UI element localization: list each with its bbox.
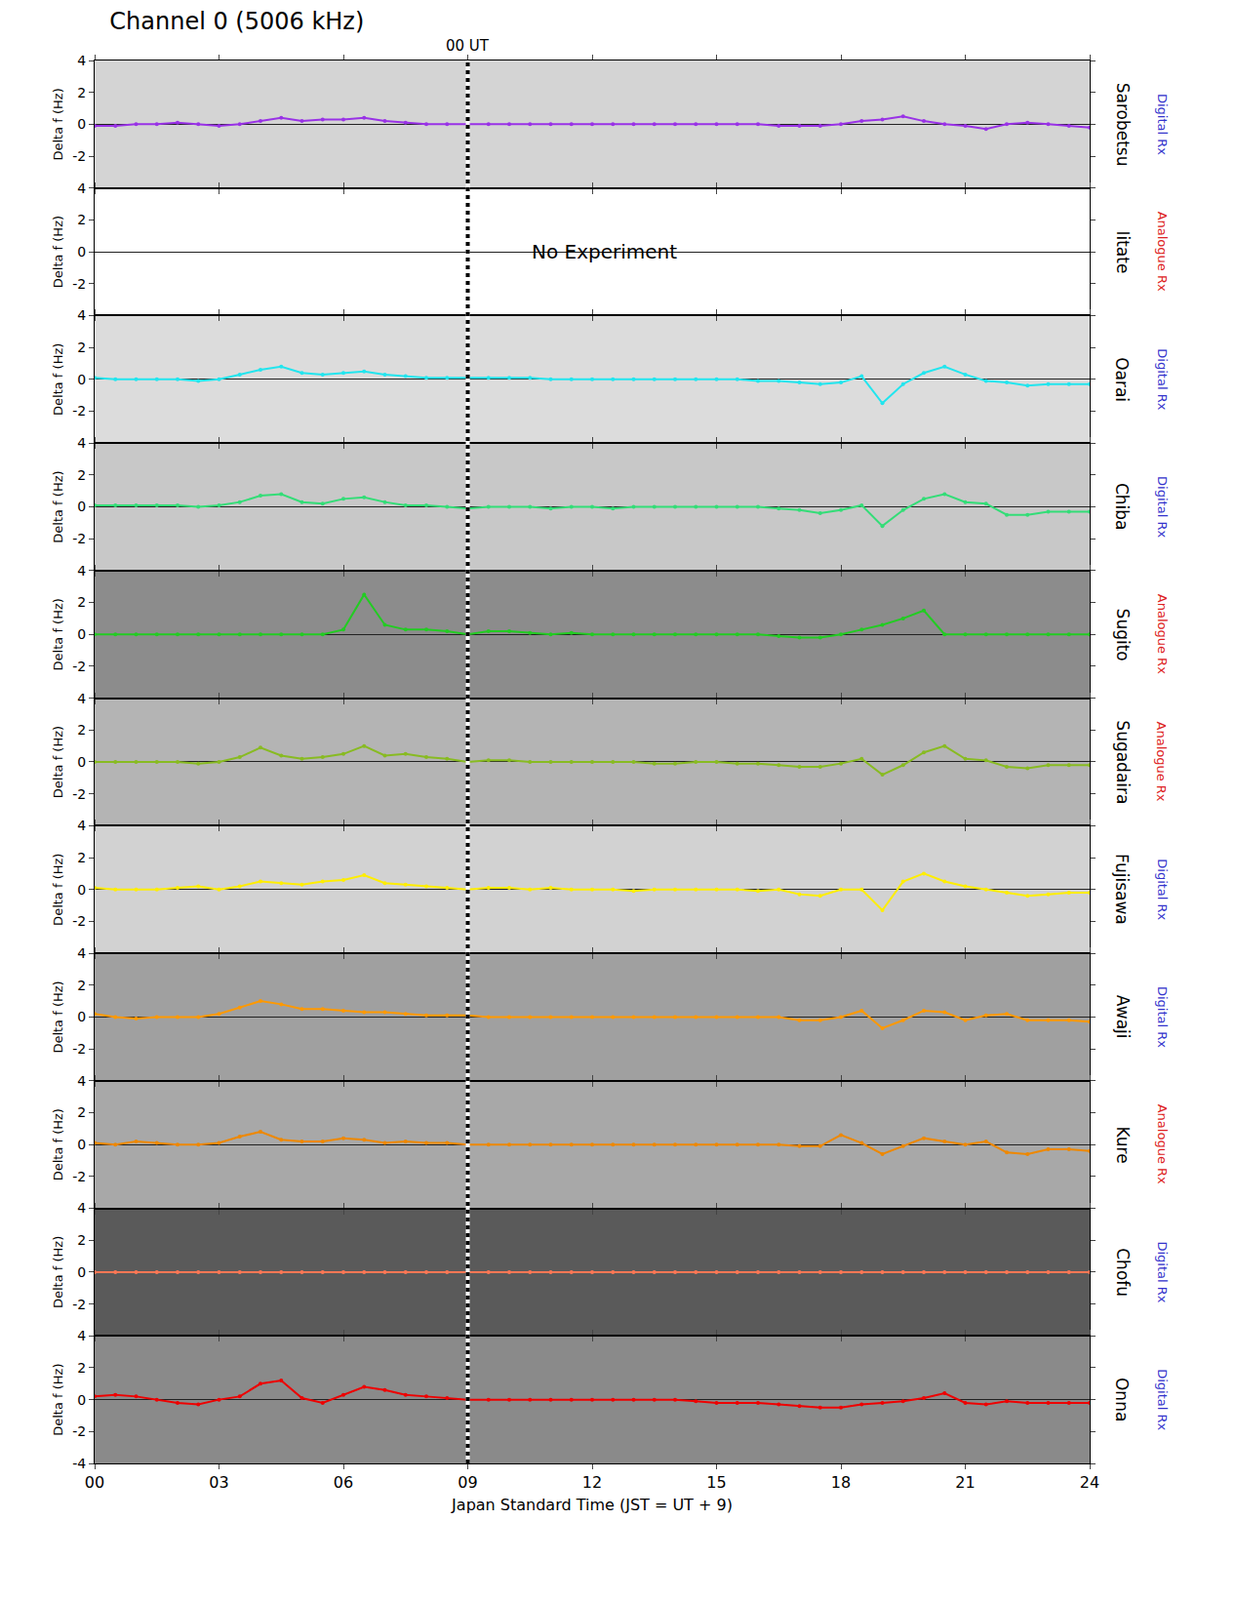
svg-text:Delta f (Hz): Delta f (Hz) <box>50 725 66 798</box>
svg-text:Onna: Onna <box>1112 1377 1132 1422</box>
svg-text:Analogue Rx: Analogue Rx <box>1155 1104 1170 1185</box>
svg-text:No Experiment: No Experiment <box>531 239 678 264</box>
svg-text:Delta f (Hz): Delta f (Hz) <box>50 1362 66 1436</box>
svg-text:03: 03 <box>208 1473 229 1492</box>
svg-text:Analogue Rx: Analogue Rx <box>1155 211 1170 292</box>
svg-text:0: 0 <box>77 1008 86 1025</box>
svg-text:Delta f (Hz): Delta f (Hz) <box>50 853 66 926</box>
svg-text:Oarai: Oarai <box>1112 357 1132 402</box>
svg-text:2: 2 <box>77 849 86 866</box>
svg-text:Delta f (Hz): Delta f (Hz) <box>50 1236 66 1309</box>
svg-text:0: 0 <box>77 1136 86 1153</box>
svg-text:4: 4 <box>77 52 86 69</box>
svg-text:2: 2 <box>77 977 86 994</box>
svg-text:0: 0 <box>77 881 86 898</box>
svg-text:Digital Rx: Digital Rx <box>1155 858 1170 920</box>
svg-text:Japan Standard Time (JST = UT: Japan Standard Time (JST = UT + 9) <box>450 1495 733 1515</box>
svg-text:Digital Rx: Digital Rx <box>1155 476 1170 538</box>
svg-text:-2: -2 <box>72 1295 86 1312</box>
svg-text:0: 0 <box>77 626 86 642</box>
svg-text:Digital Rx: Digital Rx <box>1155 348 1170 410</box>
svg-text:4: 4 <box>77 1327 86 1344</box>
svg-text:2: 2 <box>77 594 86 610</box>
svg-text:Kure: Kure <box>1113 1126 1133 1164</box>
svg-text:4: 4 <box>77 690 86 707</box>
svg-text:Delta f (Hz): Delta f (Hz) <box>50 1108 66 1181</box>
svg-text:Digital Rx: Digital Rx <box>1155 1240 1170 1303</box>
svg-text:Sugadaira: Sugadaira <box>1113 719 1133 804</box>
svg-text:00 UT: 00 UT <box>445 37 490 55</box>
svg-text:Analogue Rx: Analogue Rx <box>1154 721 1169 802</box>
svg-text:24: 24 <box>1079 1473 1100 1492</box>
svg-text:Delta f (Hz): Delta f (Hz) <box>50 343 66 416</box>
svg-text:2: 2 <box>77 1104 86 1120</box>
svg-text:0: 0 <box>77 1392 86 1408</box>
svg-text:0: 0 <box>77 754 86 770</box>
svg-text:Chiba: Chiba <box>1112 482 1132 531</box>
svg-text:12: 12 <box>582 1473 602 1492</box>
svg-text:4: 4 <box>77 562 86 579</box>
svg-text:4: 4 <box>77 1073 86 1089</box>
svg-text:09: 09 <box>457 1473 478 1492</box>
svg-text:-2: -2 <box>72 786 86 802</box>
svg-text:Sugito: Sugito <box>1113 608 1133 662</box>
svg-text:Digital Rx: Digital Rx <box>1155 1368 1170 1431</box>
svg-text:Channel 0 (5006 kHz): Channel 0 (5006 kHz) <box>109 7 364 36</box>
svg-text:Awaji: Awaji <box>1113 995 1133 1039</box>
svg-text:4: 4 <box>77 945 86 961</box>
svg-text:2: 2 <box>77 211 86 228</box>
svg-text:00: 00 <box>84 1473 105 1492</box>
svg-text:Sarobetsu: Sarobetsu <box>1113 82 1133 167</box>
svg-text:Delta f (Hz): Delta f (Hz) <box>50 598 66 671</box>
svg-text:0: 0 <box>77 371 86 388</box>
svg-text:0: 0 <box>77 1264 86 1280</box>
svg-text:2: 2 <box>77 339 86 356</box>
svg-text:06: 06 <box>333 1473 354 1492</box>
svg-text:-2: -2 <box>72 658 86 675</box>
svg-text:4: 4 <box>77 435 86 451</box>
svg-text:Delta f (Hz): Delta f (Hz) <box>50 980 66 1053</box>
svg-text:-2: -2 <box>72 530 86 547</box>
svg-text:2: 2 <box>77 1359 86 1376</box>
svg-text:Delta f (Hz): Delta f (Hz) <box>50 215 66 288</box>
svg-text:-2: -2 <box>72 276 86 292</box>
svg-text:4: 4 <box>77 307 86 323</box>
svg-text:4: 4 <box>77 1199 86 1216</box>
svg-text:4: 4 <box>77 817 86 834</box>
svg-text:4: 4 <box>77 180 86 197</box>
svg-text:-2: -2 <box>72 148 86 164</box>
svg-text:Delta f (Hz): Delta f (Hz) <box>50 87 66 160</box>
svg-text:2: 2 <box>77 721 86 738</box>
svg-text:Analogue Rx: Analogue Rx <box>1155 594 1170 675</box>
svg-text:-4: -4 <box>72 1455 86 1472</box>
svg-text:Fujisawa: Fujisawa <box>1112 853 1132 925</box>
svg-text:Digital Rx: Digital Rx <box>1155 93 1170 156</box>
svg-text:21: 21 <box>955 1473 975 1492</box>
svg-text:15: 15 <box>706 1473 726 1492</box>
svg-text:Iitate: Iitate <box>1113 230 1133 274</box>
svg-text:0: 0 <box>77 243 86 260</box>
svg-text:-2: -2 <box>72 1168 86 1185</box>
svg-text:0: 0 <box>77 498 86 515</box>
svg-text:18: 18 <box>831 1473 851 1492</box>
svg-text:2: 2 <box>77 467 86 483</box>
svg-text:2: 2 <box>77 1232 86 1248</box>
svg-text:-2: -2 <box>72 1040 86 1057</box>
svg-text:-2: -2 <box>72 913 86 929</box>
svg-text:Digital Rx: Digital Rx <box>1155 986 1170 1048</box>
svg-text:Delta f (Hz): Delta f (Hz) <box>50 470 66 543</box>
svg-text:Chofu: Chofu <box>1113 1247 1133 1297</box>
svg-text:2: 2 <box>77 84 86 101</box>
svg-text:-2: -2 <box>72 402 86 419</box>
svg-text:-2: -2 <box>72 1423 86 1439</box>
svg-text:0: 0 <box>77 116 86 132</box>
